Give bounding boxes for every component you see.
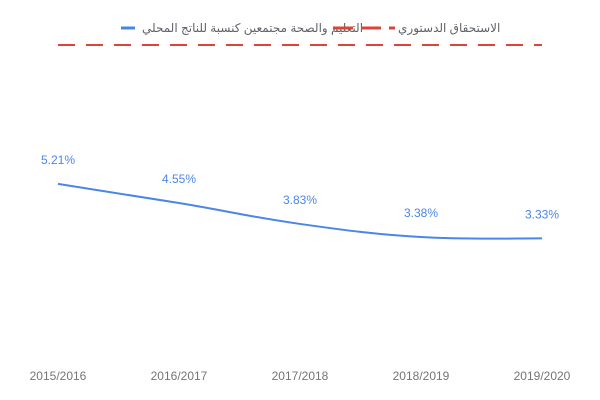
legend-label-series-1: التعليم والصحة مجتمعين كنسبة للناتج المح…	[142, 21, 363, 36]
x-tick-label-5: 2019/2020	[514, 369, 571, 383]
data-label-point-1: 5.21%	[41, 153, 75, 167]
legend-label-series-2: الاستحقاق الدستوري	[398, 21, 500, 36]
data-label-point-5: 3.33%	[525, 207, 559, 221]
x-axis-tick-labels: 2015/2016 2016/2017 2017/2018 2018/2019 2019…	[30, 369, 571, 383]
x-tick-label-2: 2016/2017	[151, 369, 208, 383]
series-line-education-health	[57, 182, 543, 240]
x-tick-label-3: 2017/2018	[272, 369, 329, 383]
legend: التعليم والصحة مجتمعين كنسبة للناتج المح…	[121, 21, 500, 36]
data-label-point-2: 4.55%	[162, 172, 196, 186]
data-label-point-4: 3.38%	[404, 206, 438, 220]
x-tick-label-4: 2018/2019	[393, 369, 450, 383]
data-label-point-3: 3.83%	[283, 193, 317, 207]
x-tick-label-1: 2015/2016	[30, 369, 87, 383]
data-labels: 5.21% 4.55% 3.83% 3.38% 3.33%	[41, 153, 559, 222]
